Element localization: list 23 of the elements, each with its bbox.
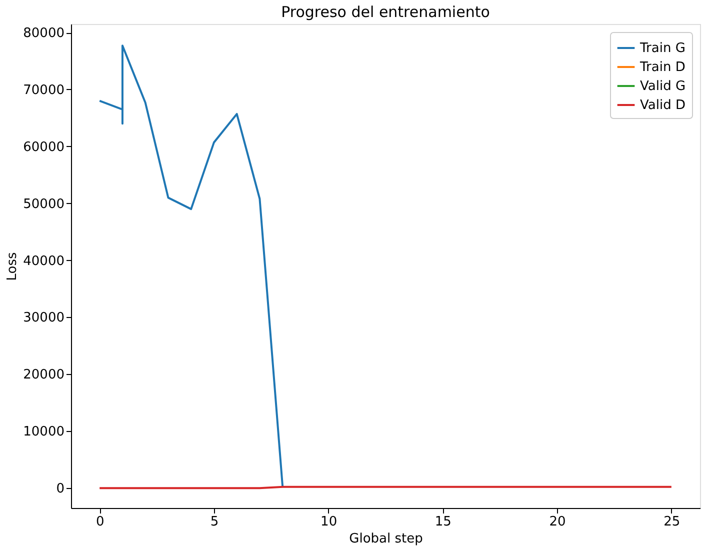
x-axis-title: Global step xyxy=(349,532,423,546)
legend-label: Valid G xyxy=(640,79,686,94)
legend-label: Valid D xyxy=(640,98,686,113)
y-tick-label: 80000 xyxy=(23,26,64,42)
legend-label: Train D xyxy=(639,60,686,75)
y-tick-label: 50000 xyxy=(23,196,64,212)
legend-label: Train G xyxy=(639,41,686,56)
x-tick-label: 25 xyxy=(664,514,680,530)
y-tick-label: 20000 xyxy=(23,368,64,383)
chart-title: Progreso del entrenamiento xyxy=(281,3,490,21)
x-tick-label: 10 xyxy=(320,514,338,530)
line-series xyxy=(98,44,284,488)
x-tick-label: 15 xyxy=(434,514,452,530)
y-tick-label: 40000 xyxy=(23,254,64,269)
x-tick-label: 5 xyxy=(210,514,219,530)
y-axis-title: Loss xyxy=(5,252,20,281)
x-tick-label: 20 xyxy=(549,514,566,530)
y-tick-label: 0 xyxy=(56,482,64,497)
y-tick-label: 70000 xyxy=(23,82,64,98)
y-tick-label: 30000 xyxy=(23,310,64,326)
y-tick-label: 10000 xyxy=(23,424,64,440)
x-tick-label: 0 xyxy=(96,514,104,530)
y-tick-label: 60000 xyxy=(23,140,64,155)
